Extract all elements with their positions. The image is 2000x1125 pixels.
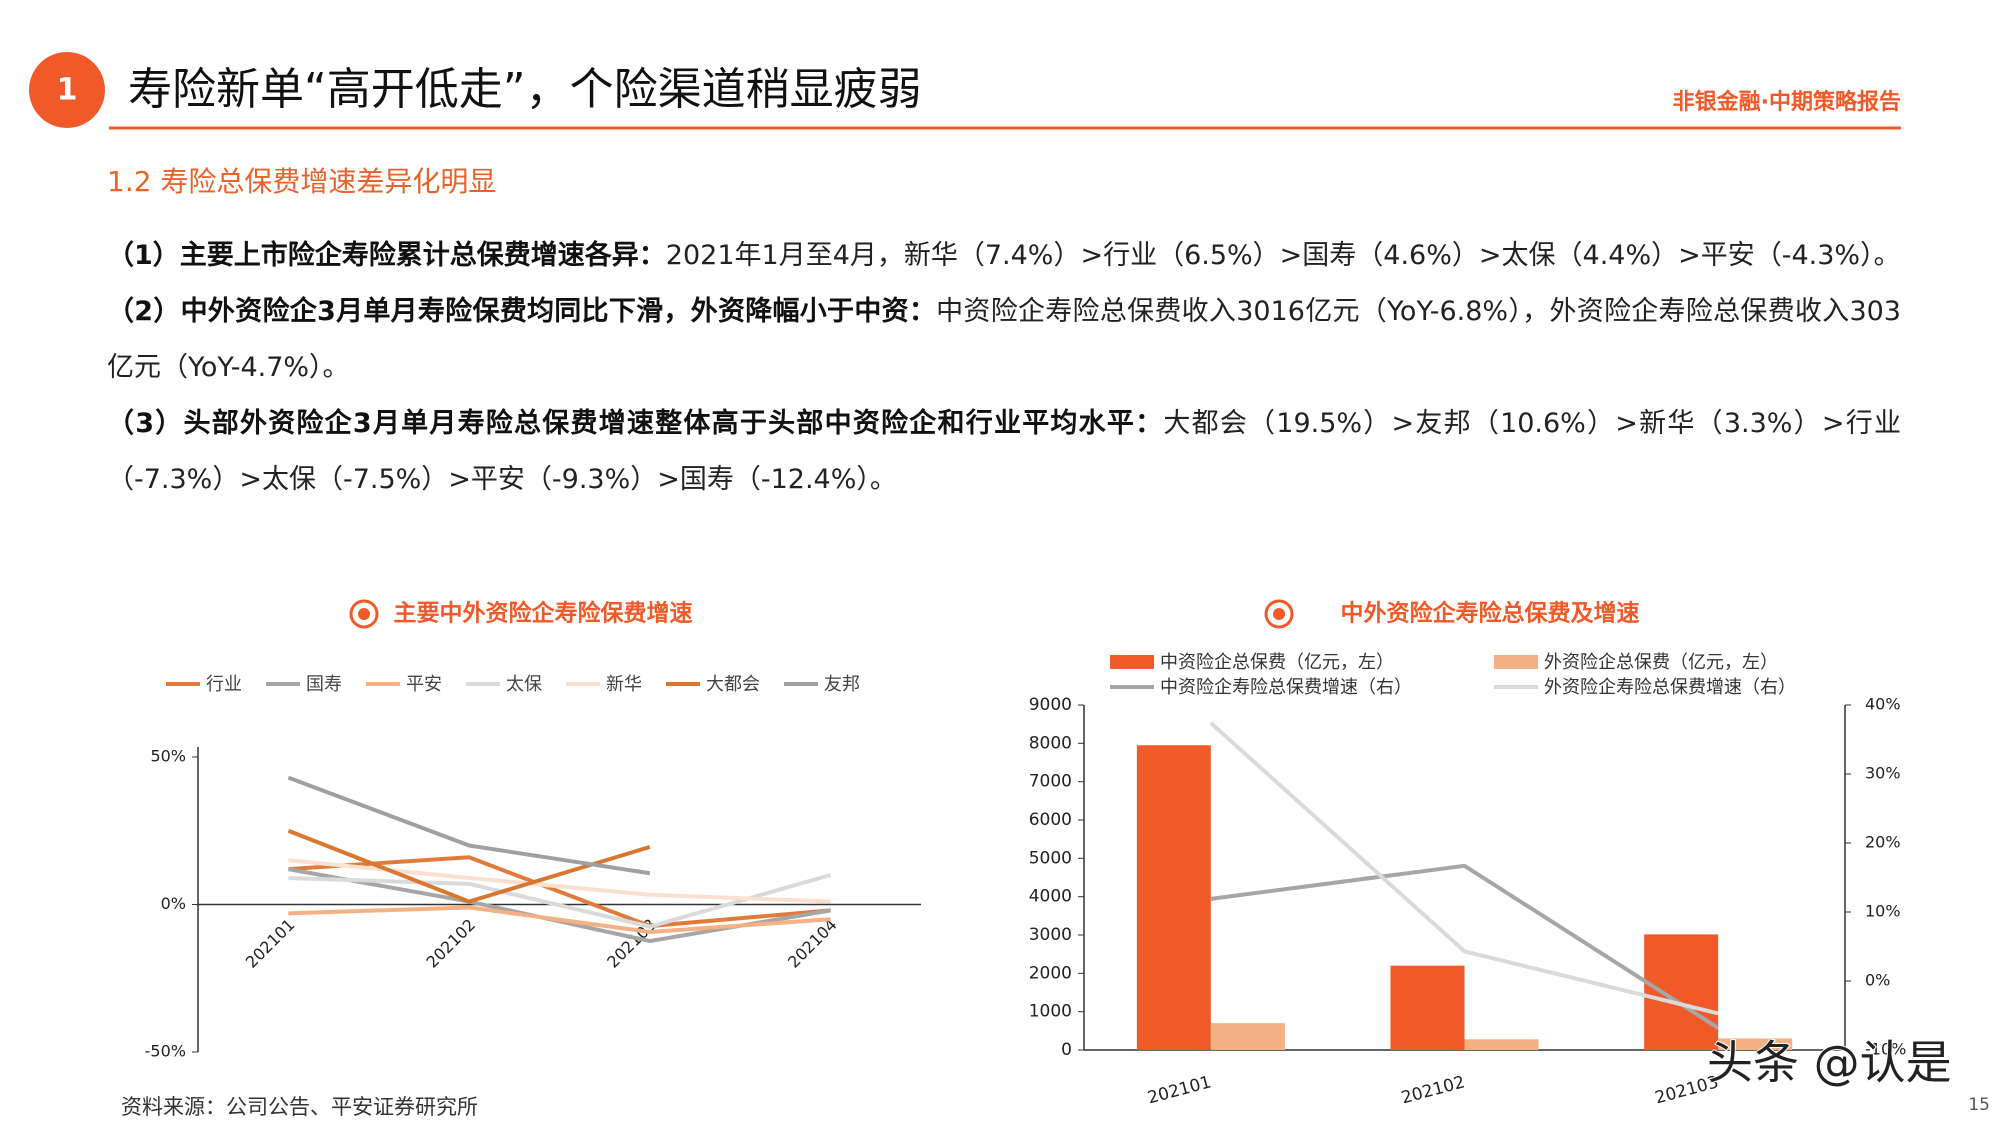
series-line (288, 855, 831, 929)
paragraph-lead: （3）头部外资险企3月单月寿险总保费增速整体高于头部中资险企和行业平均水平： (107, 408, 1164, 439)
series-line (1210, 863, 1720, 1030)
title-icon (358, 608, 370, 620)
y2-tick-label: 40% (1865, 695, 1901, 714)
paragraph-body: 中资险企寿险总保费收入3016亿元（YoY-6.8%），外资险企寿险总保费收入3… (107, 296, 1901, 383)
series-line (1209, 721, 1719, 1016)
legend-label: 外资险企寿险总保费增速（右） (1544, 677, 1796, 698)
paragraph: （3）头部外资险企3月单月寿险总保费增速整体高于头部中资险企和行业平均水平：大都… (107, 396, 1901, 508)
bar (1718, 1038, 1793, 1050)
paragraph-body: 2021年1月至4月，新华（7.4%）>行业（6.5%）>国寿（4.6%）>太保… (665, 240, 1901, 271)
bar (1210, 1023, 1285, 1050)
legend-label: 友邦 (824, 674, 860, 695)
bar (1644, 934, 1719, 1050)
y-tick-label: 9000 (1029, 695, 1072, 715)
x-tick-label: 202102 (1399, 1072, 1467, 1108)
y2-tick-label: 0% (1865, 971, 1890, 990)
y-tick-label: 7000 (1029, 772, 1072, 792)
paragraph-lead: （1）主要上市险企寿险累计总保费增速各异： (107, 240, 666, 271)
series-line (288, 873, 832, 929)
badge-number: 1 (57, 73, 78, 108)
paragraph-body: 大都会（19.5%）>友邦（10.6%）>新华（3.3%）>行业（-7.3%）>… (107, 408, 1901, 495)
paragraph-lead: （2）中外资险企3月单月寿险保费均同比下滑，外资降幅小于中资： (107, 296, 937, 327)
y-tick-label: 0% (161, 894, 186, 913)
y2-tick-label: 10% (1865, 902, 1901, 921)
bar (1136, 745, 1211, 1050)
y2-tick-label: 30% (1865, 764, 1901, 783)
legend-label: 国寿 (306, 674, 342, 695)
legend-label: 大都会 (706, 674, 760, 695)
legend-swatch (1110, 655, 1154, 669)
x-tick-label: 202103 (1653, 1072, 1721, 1108)
y-tick-label: -50% (145, 1042, 186, 1061)
x-tick-label: 202101 (242, 915, 299, 972)
source-note: 资料来源：公司公告、平安证券研究所 (121, 1095, 478, 1119)
title-icon (349, 599, 379, 629)
y-tick-label: 8000 (1029, 733, 1072, 753)
page-title: 寿险新单“高开低走”，个险渠道稍显疲弱 (128, 64, 922, 115)
y-tick-label: 5000 (1029, 848, 1072, 868)
legend-swatch (1494, 655, 1538, 669)
legend-label: 外资险企总保费（亿元，左） (1544, 652, 1778, 673)
section-title: 1.2 寿险总保费增速差异化明显 (107, 165, 496, 198)
report-name: 非银金融·中期策略报告 (1673, 89, 1901, 115)
y-tick-label: 0 (1061, 1040, 1072, 1060)
legend-label: 新华 (606, 674, 642, 695)
legend-label: 太保 (506, 674, 542, 695)
x-tick-label: 202102 (423, 915, 480, 972)
title-icon (1273, 608, 1285, 620)
legend-label: 行业 (206, 674, 242, 695)
badge (29, 52, 105, 128)
legend-label: 中资险企总保费（亿元，左） (1160, 652, 1394, 673)
bar (1390, 965, 1465, 1050)
paragraphs: （1）主要上市险企寿险累计总保费增速各异：2021年1月至4月，新华（7.4%）… (107, 228, 1901, 508)
y2-tick-label: 20% (1865, 833, 1901, 852)
y-tick-label: 1000 (1029, 1002, 1072, 1022)
y-tick-label: 6000 (1029, 810, 1072, 830)
y-tick-label: 4000 (1029, 887, 1072, 907)
y-tick-label: 50% (150, 747, 186, 766)
y-tick-label: 2000 (1029, 963, 1072, 983)
paragraph: （2）中外资险企3月单月寿险保费均同比下滑，外资降幅小于中资：中资险企寿险总保费… (107, 284, 1901, 396)
series-line (288, 905, 831, 934)
chart-title: 主要中外资险企寿险保费增速 (394, 600, 693, 627)
legend-label: 平安 (406, 674, 442, 695)
chart-title: 中外资险企寿险总保费及增速 (1341, 600, 1640, 627)
title-icon (1264, 599, 1294, 629)
series-line (288, 858, 831, 904)
legend-label: 中资险企寿险总保费增速（右） (1160, 677, 1412, 698)
y2-tick-label: -10% (1865, 1040, 1906, 1059)
y-tick-label: 3000 (1029, 925, 1072, 945)
page-number: 15 (1968, 1095, 1990, 1115)
x-tick-label: 202101 (1146, 1072, 1214, 1108)
bar (1464, 1039, 1539, 1050)
series-line (287, 775, 651, 876)
paragraph: （1）主要上市险企寿险累计总保费增速各异：2021年1月至4月，新华（7.4%）… (107, 228, 1901, 284)
